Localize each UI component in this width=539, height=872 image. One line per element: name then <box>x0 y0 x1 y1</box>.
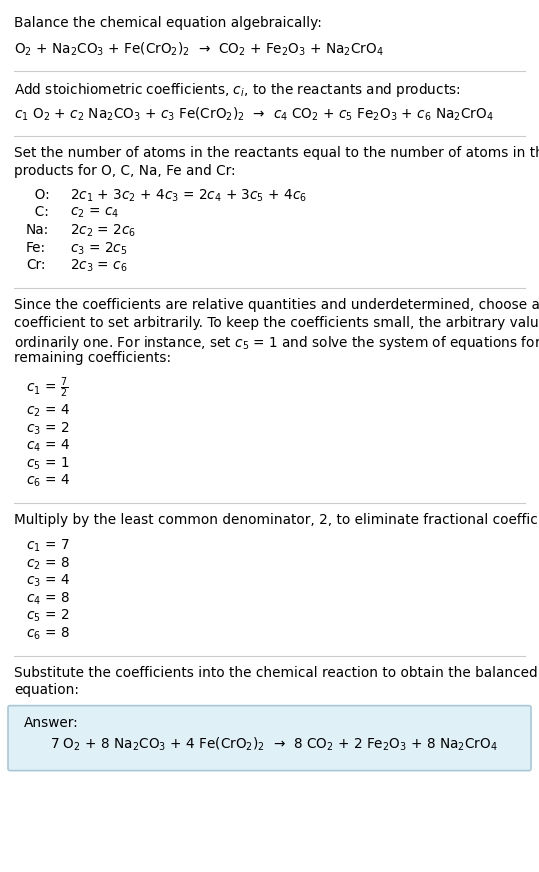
FancyBboxPatch shape <box>8 705 531 771</box>
Text: Set the number of atoms in the reactants equal to the number of atoms in the: Set the number of atoms in the reactants… <box>14 146 539 160</box>
Text: Balance the chemical equation algebraically:: Balance the chemical equation algebraica… <box>14 16 322 30</box>
Text: 7 O$_2$ + 8 Na$_2$CO$_3$ + 4 Fe(CrO$_2$)$_2$  →  8 CO$_2$ + 2 Fe$_2$O$_3$ + 8 Na: 7 O$_2$ + 8 Na$_2$CO$_3$ + 4 Fe(CrO$_2$)… <box>50 735 498 753</box>
Text: Na:: Na: <box>26 223 49 237</box>
Text: Add stoichiometric coefficients, $c_i$, to the reactants and products:: Add stoichiometric coefficients, $c_i$, … <box>14 81 460 99</box>
Text: $c_6$ = 4: $c_6$ = 4 <box>26 473 70 489</box>
Text: $c_1$ = $\frac{7}{2}$: $c_1$ = $\frac{7}{2}$ <box>26 376 68 399</box>
Text: $c_4$ = 4: $c_4$ = 4 <box>26 438 70 454</box>
Text: 2$c_3$ = $c_6$: 2$c_3$ = $c_6$ <box>70 258 128 275</box>
Text: Substitute the coefficients into the chemical reaction to obtain the balanced: Substitute the coefficients into the che… <box>14 665 537 679</box>
Text: $c_1$ = 7: $c_1$ = 7 <box>26 538 70 554</box>
Text: Since the coefficients are relative quantities and underdetermined, choose a: Since the coefficients are relative quan… <box>14 298 539 312</box>
Text: $c_3$ = 4: $c_3$ = 4 <box>26 573 70 589</box>
Text: coefficient to set arbitrarily. To keep the coefficients small, the arbitrary va: coefficient to set arbitrarily. To keep … <box>14 316 539 330</box>
Text: $c_2$ = 4: $c_2$ = 4 <box>26 403 70 419</box>
Text: $c_6$ = 8: $c_6$ = 8 <box>26 625 70 642</box>
Text: O:: O: <box>26 188 50 202</box>
Text: $c_2$ = $c_4$: $c_2$ = $c_4$ <box>70 206 119 220</box>
Text: O$_2$ + Na$_2$CO$_3$ + Fe(CrO$_2$)$_2$  →  CO$_2$ + Fe$_2$O$_3$ + Na$_2$CrO$_4$: O$_2$ + Na$_2$CO$_3$ + Fe(CrO$_2$)$_2$ →… <box>14 40 384 58</box>
Text: Answer:: Answer: <box>24 716 79 730</box>
Text: Multiply by the least common denominator, 2, to eliminate fractional coefficient: Multiply by the least common denominator… <box>14 513 539 528</box>
Text: $c_5$ = 2: $c_5$ = 2 <box>26 608 70 624</box>
Text: remaining coefficients:: remaining coefficients: <box>14 351 171 365</box>
Text: equation:: equation: <box>14 683 79 697</box>
Text: $c_4$ = 8: $c_4$ = 8 <box>26 590 70 607</box>
Text: $c_5$ = 1: $c_5$ = 1 <box>26 455 70 472</box>
Text: $c_1$ O$_2$ + $c_2$ Na$_2$CO$_3$ + $c_3$ Fe(CrO$_2$)$_2$  →  $c_4$ CO$_2$ + $c_5: $c_1$ O$_2$ + $c_2$ Na$_2$CO$_3$ + $c_3$… <box>14 106 494 123</box>
Text: Fe:: Fe: <box>26 241 46 255</box>
Text: $c_2$ = 8: $c_2$ = 8 <box>26 555 70 571</box>
Text: $c_3$ = 2: $c_3$ = 2 <box>26 420 70 437</box>
Text: $c_3$ = 2$c_5$: $c_3$ = 2$c_5$ <box>70 241 127 257</box>
Text: C:: C: <box>26 206 49 220</box>
Text: products for O, C, Na, Fe and Cr:: products for O, C, Na, Fe and Cr: <box>14 164 236 178</box>
Text: 2$c_1$ + 3$c_2$ + 4$c_3$ = 2$c_4$ + 3$c_5$ + 4$c_6$: 2$c_1$ + 3$c_2$ + 4$c_3$ = 2$c_4$ + 3$c_… <box>70 188 307 204</box>
Text: Cr:: Cr: <box>26 258 45 272</box>
Text: ordinarily one. For instance, set $c_5$ = 1 and solve the system of equations fo: ordinarily one. For instance, set $c_5$ … <box>14 333 539 351</box>
Text: 2$c_2$ = 2$c_6$: 2$c_2$ = 2$c_6$ <box>70 223 136 240</box>
